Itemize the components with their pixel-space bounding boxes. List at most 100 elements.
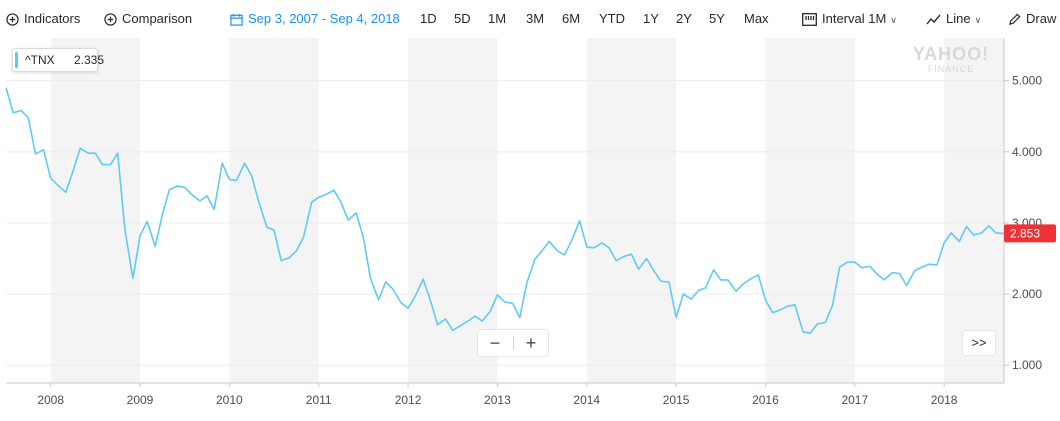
comparison-button[interactable]: Comparison xyxy=(104,11,192,27)
data-point xyxy=(183,186,186,189)
data-point xyxy=(42,148,45,151)
date-range-picker[interactable]: Sep 3, 2007 - Sep 4, 2018 xyxy=(230,11,400,27)
x-tick-label: 2012 xyxy=(395,393,422,407)
data-point xyxy=(749,278,752,281)
data-point xyxy=(876,273,879,276)
y-tick-label: 1.000 xyxy=(1012,358,1042,372)
indicators-label: Indicators xyxy=(24,11,81,26)
data-point xyxy=(712,268,715,271)
year-bands xyxy=(50,38,1004,383)
chevron-down-icon: ∨ xyxy=(890,15,897,25)
x-tick-label: 2014 xyxy=(573,393,600,407)
tooltip-symbol: ^TNX xyxy=(25,53,55,67)
data-point xyxy=(273,229,276,232)
price-chart[interactable]: 2008 2009 2010 2011 2012 2013 2014 2015 2016 2017… xyxy=(0,38,1060,421)
data-point xyxy=(645,257,648,260)
range-button-1y[interactable]: 1Y xyxy=(643,11,659,26)
data-point xyxy=(384,280,387,283)
data-point xyxy=(369,277,372,280)
data-point xyxy=(764,298,767,301)
interval-dropdown[interactable]: Interval 1M ∨ xyxy=(802,11,897,27)
data-point xyxy=(913,269,916,272)
data-point xyxy=(898,272,901,275)
comparison-label: Comparison xyxy=(122,11,193,26)
watermark-line2: FINANCE xyxy=(927,64,975,74)
range-button-6m[interactable]: 6M xyxy=(562,11,581,26)
chart-type-dropdown[interactable]: Line ∨ xyxy=(926,11,981,27)
zoom-out-button[interactable]: − xyxy=(489,333,501,353)
data-point xyxy=(399,301,402,304)
data-point xyxy=(317,196,320,199)
y-tick-label: 5.000 xyxy=(1012,74,1042,88)
line-chart-icon xyxy=(926,14,941,25)
range-button-2y[interactable]: 2Y xyxy=(676,11,692,26)
data-point xyxy=(943,241,946,244)
data-point xyxy=(630,253,633,256)
x-tick-label: 2016 xyxy=(752,393,779,407)
x-tick-label: 2008 xyxy=(37,393,64,407)
data-point xyxy=(697,289,700,292)
data-point xyxy=(49,177,52,180)
x-tick-label: 2013 xyxy=(484,393,511,407)
scroll-to-end-button[interactable]: >> xyxy=(962,330,996,356)
data-point xyxy=(920,266,923,269)
range-button-1m[interactable]: 1M xyxy=(488,11,507,26)
data-point xyxy=(518,316,521,319)
x-tick-label: 2010 xyxy=(216,393,243,407)
data-point xyxy=(79,147,82,150)
data-point xyxy=(458,325,461,328)
data-point xyxy=(742,283,745,286)
data-point xyxy=(600,241,603,244)
data-point xyxy=(511,302,514,305)
data-point xyxy=(324,193,327,196)
pencil-icon xyxy=(1008,13,1021,26)
range-button-3m[interactable]: 3M xyxy=(526,11,545,26)
data-point xyxy=(257,201,260,204)
last-price-tag: 2.853 xyxy=(1004,224,1056,243)
data-point xyxy=(987,224,990,227)
data-point xyxy=(719,278,722,281)
x-tick-label: 2018 xyxy=(931,393,958,407)
data-point xyxy=(444,317,447,320)
range-button-5y[interactable]: 5Y xyxy=(709,11,725,26)
data-point xyxy=(779,308,782,311)
data-point xyxy=(675,316,678,319)
symbol-tooltip: ^TNX 2.335 xyxy=(12,48,104,72)
zoom-controls: − + xyxy=(477,329,549,357)
data-point xyxy=(623,255,626,258)
data-point xyxy=(101,163,104,166)
data-point xyxy=(176,184,179,187)
range-button-5d[interactable]: 5D xyxy=(454,11,471,26)
series-color-swatch xyxy=(15,52,18,68)
data-point xyxy=(548,240,551,243)
data-point xyxy=(377,298,380,301)
y-tick-label: 2.000 xyxy=(1012,287,1042,301)
data-point xyxy=(168,188,171,191)
year-band-2008 xyxy=(50,38,141,383)
y-tick-label: 4.000 xyxy=(1012,145,1042,159)
data-point xyxy=(310,201,313,204)
zoom-in-button[interactable]: + xyxy=(525,333,537,353)
range-button-max[interactable]: Max xyxy=(744,11,769,26)
year-band-2016 xyxy=(765,38,855,383)
data-point xyxy=(280,259,283,262)
data-point xyxy=(34,152,37,155)
draw-button[interactable]: Draw xyxy=(1008,11,1056,27)
last-price-background xyxy=(1004,224,1056,243)
year-band-2018 xyxy=(944,38,1004,383)
series-line-0 xyxy=(5,87,1005,335)
range-button-1d[interactable]: 1D xyxy=(420,11,437,26)
data-point xyxy=(288,256,291,259)
data-point xyxy=(154,245,157,248)
data-point xyxy=(690,298,693,301)
grid-lines xyxy=(6,80,1004,366)
data-point xyxy=(972,234,975,237)
data-point xyxy=(27,116,30,119)
range-button-ytd[interactable]: YTD xyxy=(599,11,625,26)
data-point xyxy=(994,231,997,234)
data-point xyxy=(474,315,477,318)
indicators-button[interactable]: Indicators xyxy=(6,11,80,27)
data-point xyxy=(793,303,796,306)
data-point xyxy=(578,219,581,222)
